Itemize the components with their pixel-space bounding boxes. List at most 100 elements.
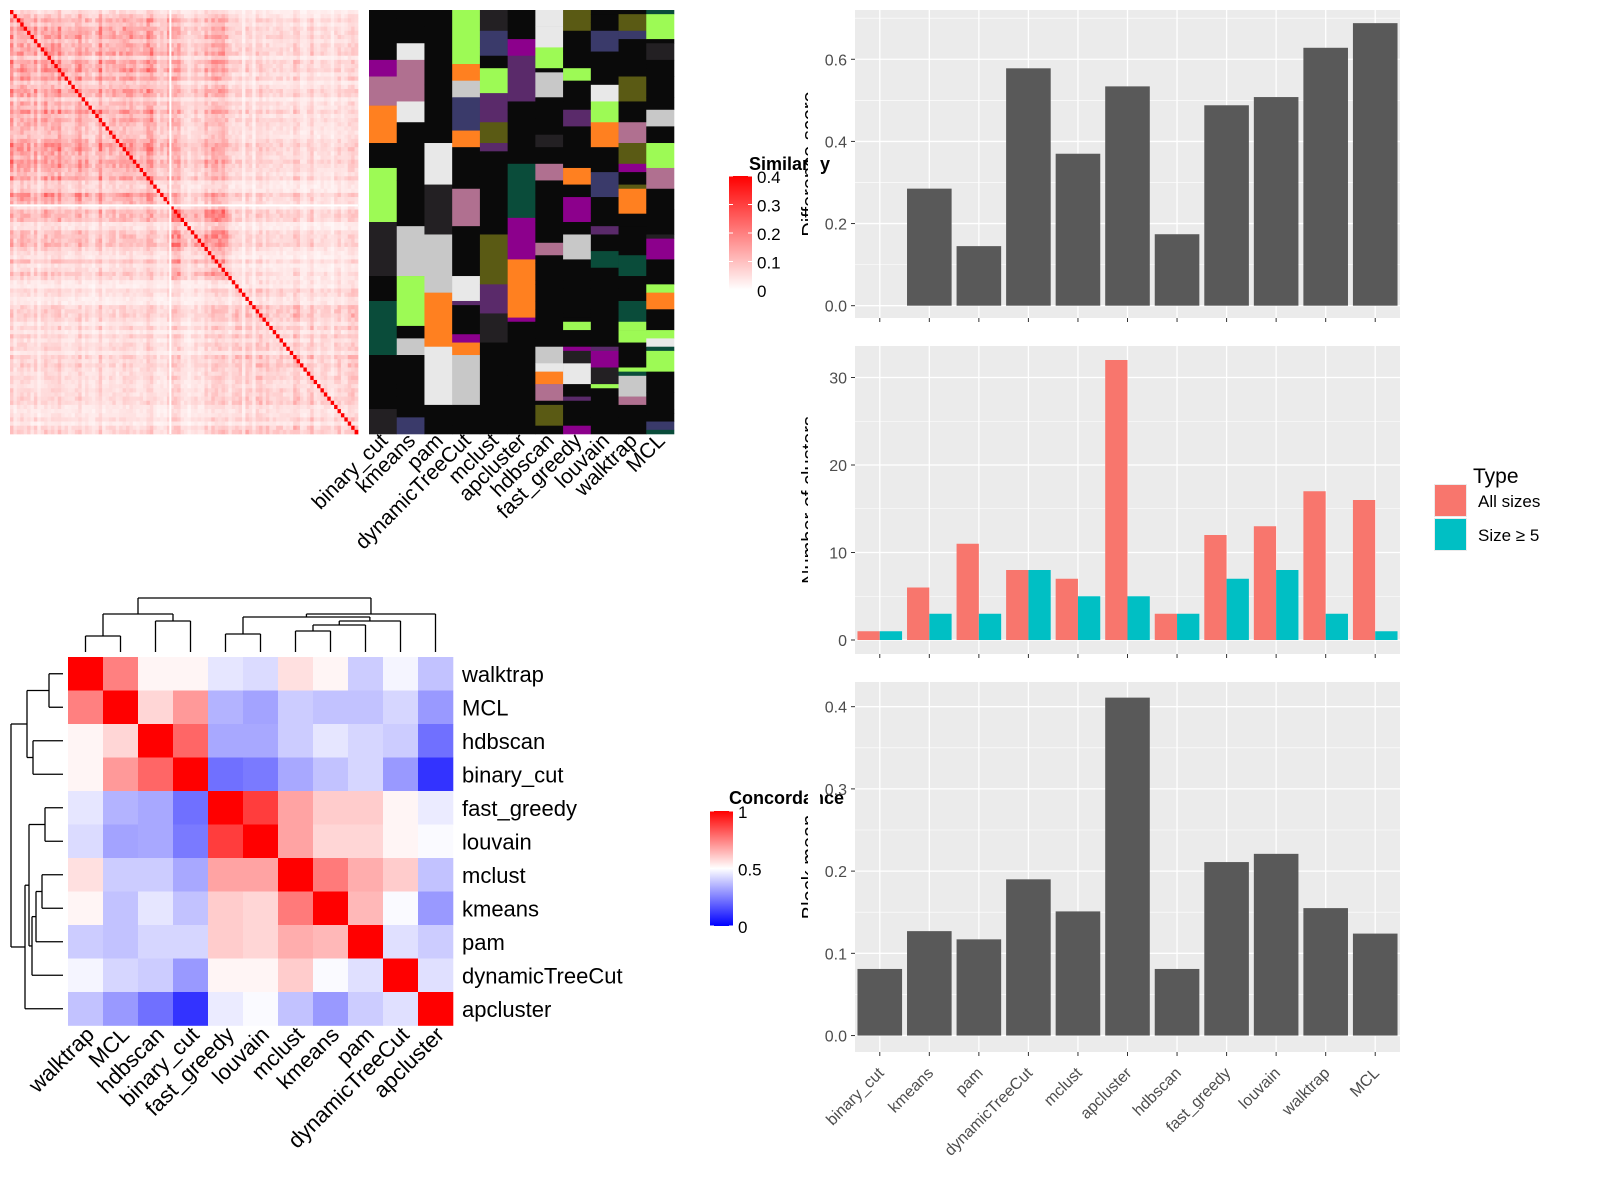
similarity-cell	[160, 14, 164, 19]
similarity-cell	[337, 84, 342, 90]
similarity-cell	[245, 192, 250, 198]
similarity-cell	[327, 34, 332, 40]
similarity-cell	[129, 97, 134, 102]
similarity-cell	[136, 97, 140, 102]
similarity-cell	[13, 192, 18, 198]
similarity-cell	[102, 118, 106, 123]
similarity-cell	[221, 101, 226, 106]
similarity-cell	[259, 159, 263, 165]
similarity-cell	[16, 26, 21, 32]
similarity-cell	[16, 180, 21, 185]
similarity-cell	[173, 155, 178, 160]
similarity-cell	[214, 113, 219, 119]
similarity-cell	[163, 30, 168, 36]
similarity-cell	[306, 167, 311, 173]
similarity-cell	[81, 184, 86, 190]
similarity-cell	[163, 122, 168, 127]
similarity-cell	[136, 51, 140, 57]
similarity-cell	[64, 97, 69, 102]
similarity-cell	[327, 43, 332, 48]
similarity-cell	[98, 22, 103, 27]
similarity-cell	[173, 97, 178, 102]
similarity-cell	[57, 68, 62, 73]
similarity-cell	[132, 51, 137, 57]
similarity-cell	[310, 176, 314, 181]
similarity-cell	[296, 14, 301, 19]
similarity-cell	[10, 68, 14, 73]
similarity-cell	[262, 118, 267, 123]
similarity-cell	[119, 18, 123, 23]
similarity-cell	[245, 105, 250, 111]
similarity-cell	[248, 184, 253, 190]
similarity-cell	[27, 26, 31, 32]
similarity-cell	[68, 159, 72, 165]
similarity-cell	[81, 18, 86, 23]
similarity-cell	[184, 93, 188, 98]
similarity-cell	[54, 176, 59, 181]
similarity-cell	[95, 59, 100, 65]
similarity-cell	[112, 113, 117, 119]
similarity-cell	[37, 201, 42, 206]
similarity-cell	[180, 138, 185, 144]
similarity-cell	[296, 130, 301, 136]
similarity-cell	[105, 22, 110, 27]
similarity-cell	[344, 205, 349, 210]
similarity-cell	[105, 47, 110, 52]
similarity-cell	[132, 188, 137, 194]
similarity-cell	[228, 201, 233, 206]
similarity-cell	[235, 201, 239, 206]
similarity-cell	[40, 163, 45, 169]
similarity-cell	[337, 88, 342, 94]
similarity-cell	[204, 143, 209, 148]
similarity-cell	[13, 68, 18, 73]
similarity-cell	[272, 47, 277, 52]
similarity-cell	[40, 76, 45, 82]
similarity-cell	[218, 126, 222, 131]
similarity-cell	[334, 101, 338, 106]
similarity-cell	[340, 122, 345, 127]
similarity-cell	[91, 14, 96, 19]
similarity-cell	[98, 10, 103, 15]
similarity-cell	[184, 76, 188, 82]
similarity-cell	[340, 147, 345, 152]
similarity-cell	[132, 143, 137, 148]
similarity-cell	[170, 205, 175, 210]
similarity-cell	[54, 88, 59, 94]
similarity-cell	[201, 180, 205, 185]
similarity-cell	[242, 14, 246, 19]
similarity-cell	[98, 134, 103, 140]
similarity-cell	[166, 167, 171, 173]
similarity-cell	[163, 130, 168, 136]
similarity-cell	[320, 167, 325, 173]
similarity-cell	[296, 201, 301, 206]
similarity-cell	[112, 22, 117, 27]
similarity-cell	[105, 163, 110, 169]
similarity-cell	[139, 134, 144, 140]
similarity-cell	[132, 205, 137, 210]
similarity-cell	[129, 76, 134, 82]
similarity-cell	[10, 122, 14, 127]
similarity-cell	[64, 14, 69, 19]
similarity-cell	[78, 88, 82, 94]
similarity-cell	[211, 109, 216, 115]
similarity-cell	[88, 126, 93, 131]
similarity-cell	[303, 151, 308, 156]
similarity-cell	[132, 34, 137, 40]
similarity-cell	[228, 51, 233, 57]
similarity-cell	[201, 143, 205, 148]
similarity-cell	[323, 113, 328, 119]
similarity-cell	[98, 72, 103, 77]
similarity-cell	[149, 122, 154, 127]
similarity-cell	[245, 201, 250, 206]
similarity-cell	[119, 138, 123, 144]
similarity-cell	[57, 176, 62, 181]
similarity-cell	[37, 109, 42, 115]
similarity-cell	[272, 80, 277, 86]
similarity-cell	[95, 151, 100, 156]
similarity-cell	[115, 55, 120, 61]
similarity-cell	[91, 176, 96, 181]
similarity-cell	[194, 39, 198, 44]
similarity-cell	[347, 109, 352, 115]
similarity-cell	[95, 192, 100, 198]
similarity-cell	[289, 113, 294, 119]
